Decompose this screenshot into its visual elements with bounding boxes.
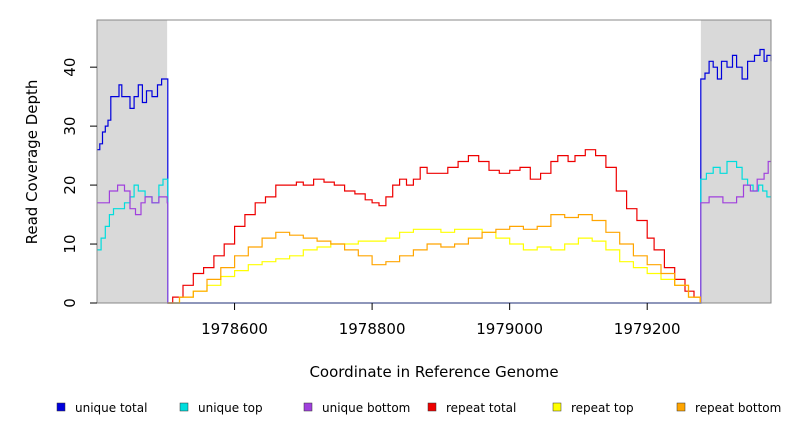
shaded-region-0	[97, 20, 168, 303]
y-tick-label: 30	[61, 117, 79, 136]
series-lines	[97, 48, 772, 304]
series-line-unique-bottom	[97, 160, 771, 304]
legend-label-repeat-total: repeat total	[446, 401, 516, 415]
y-tick-label: 20	[61, 176, 79, 195]
legend-label-unique-top: unique top	[198, 401, 263, 415]
x-tick-label: 1978600	[201, 320, 268, 338]
series-line-repeat-bottom	[167, 214, 701, 304]
x-axis-label: Coordinate in Reference Genome	[309, 363, 558, 381]
legend-label-repeat-top: repeat top	[571, 401, 634, 415]
legend-swatch-repeat-top	[552, 402, 562, 412]
legend-label-unique-bottom: unique bottom	[322, 401, 410, 415]
x-tick-label: 1979000	[476, 320, 543, 338]
legend: unique total unique top unique bottom repea…	[56, 401, 781, 415]
series-line-repeat-top	[167, 228, 701, 304]
y-axis: 0 10 20 30 40	[61, 58, 97, 308]
series-line-unique-total	[97, 48, 772, 304]
legend-swatch-unique-top	[179, 402, 189, 412]
legend-swatch-repeat-total	[427, 402, 437, 412]
legend-swatch-repeat-bottom	[676, 402, 686, 412]
series-line-unique-top	[97, 160, 771, 304]
y-axis-label: Read Coverage Depth	[23, 80, 41, 245]
shaded-regions	[97, 20, 771, 303]
y-tick-label: 0	[61, 298, 79, 308]
x-tick-label: 1978800	[339, 320, 406, 338]
plot-frame	[96, 19, 772, 304]
legend-swatch-unique-bottom	[303, 402, 313, 412]
legend-label-unique-total: unique total	[75, 401, 147, 415]
x-axis: 1978600 1978800 1979000 1979200	[201, 303, 681, 338]
legend-swatch-unique-total	[56, 402, 66, 412]
legend-label-repeat-bottom: repeat bottom	[695, 401, 781, 415]
y-tick-label: 10	[61, 234, 79, 253]
y-tick-label: 40	[61, 58, 79, 77]
x-tick-label: 1979200	[614, 320, 681, 338]
series-line-repeat-total	[167, 149, 701, 304]
